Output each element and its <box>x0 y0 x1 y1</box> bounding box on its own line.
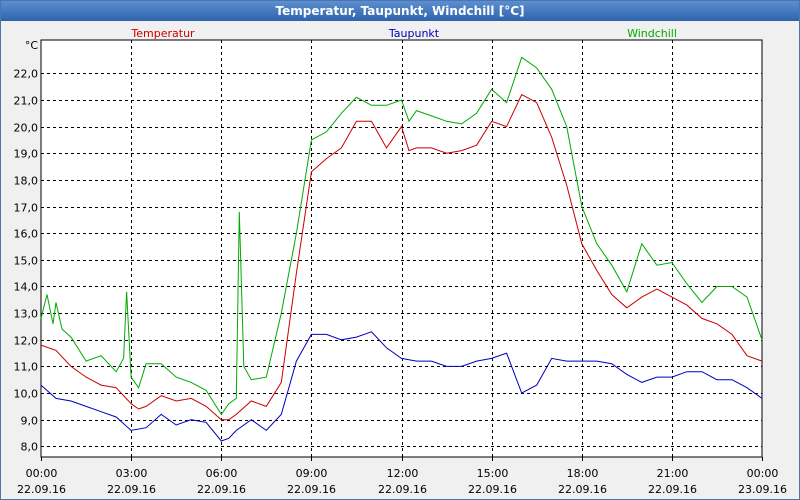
plot-area <box>40 39 763 458</box>
y-tick-label: 15,0 <box>14 255 39 268</box>
x-tick-date: 22.09.16 <box>17 483 66 496</box>
window-title: Temperatur, Taupunkt, Windchill [°C] <box>1 1 799 21</box>
legend-item-temperatur: Temperatur <box>130 27 195 40</box>
y-tick-label: 18,0 <box>14 175 39 188</box>
y-tick-label: 10,0 <box>14 388 39 401</box>
x-axis: 00:00 22.09.16 03:00 22.09.16 06:00 22.09.16 0… <box>17 457 787 496</box>
series-line-taupunkt <box>40 331 763 442</box>
x-tick-time: 21:00 <box>657 467 689 480</box>
legend-item-taupunkt: Taupunkt <box>388 27 440 40</box>
series-lines <box>40 56 763 442</box>
x-tick-date: 22.09.16 <box>197 483 246 496</box>
x-tick-date: 23.09.16 <box>738 483 787 496</box>
x-tick-date: 22.09.16 <box>558 483 607 496</box>
x-tick-time: 06:00 <box>206 467 238 480</box>
y-tick-label: 9,0 <box>21 415 39 428</box>
y-tick-label: 12,0 <box>14 335 39 348</box>
y-tick-label: 19,0 <box>14 148 39 161</box>
legend-item-windchill: Windchill <box>627 27 677 40</box>
x-tick-time: 03:00 <box>116 467 148 480</box>
x-tick-date: 22.09.16 <box>468 483 517 496</box>
x-tick-time: 12:00 <box>387 467 419 480</box>
series-line-temperatur <box>40 93 763 421</box>
x-tick-date: 22.09.16 <box>287 483 336 496</box>
x-tick-time: 00:00 <box>26 467 58 480</box>
x-tick-date: 22.09.16 <box>648 483 697 496</box>
y-axis: 8,0 9,0 10,0 11,0 12,0 13,0 14,0 15,0 16,0 17,0 18… <box>14 39 39 454</box>
y-unit-label: °C <box>25 39 39 52</box>
y-tick-label: 20,0 <box>14 122 39 135</box>
legend: Temperatur Taupunkt Windchill <box>130 27 677 40</box>
y-tick-label: 14,0 <box>14 281 39 294</box>
y-tick-label: 22,0 <box>14 68 39 81</box>
y-tick-label: 13,0 <box>14 308 39 321</box>
series-line-windchill <box>40 56 763 416</box>
y-tick-label: 8,0 <box>21 441 39 454</box>
x-tick-date: 22.09.16 <box>378 483 427 496</box>
y-tick-label: 21,0 <box>14 95 39 108</box>
x-tick-time: 18:00 <box>567 467 599 480</box>
y-tick-label: 17,0 <box>14 202 39 215</box>
x-tick-date: 22.09.16 <box>107 483 156 496</box>
x-tick-time: 00:00 <box>747 467 779 480</box>
x-tick-time: 09:00 <box>296 467 328 480</box>
line-chart: 8,0 9,0 10,0 11,0 12,0 13,0 14,0 15,0 16,0 17,0 18… <box>14 27 787 496</box>
x-tick-time: 15:00 <box>477 467 509 480</box>
y-tick-label: 11,0 <box>14 361 39 374</box>
plot-frame <box>40 39 763 458</box>
y-tick-label: 16,0 <box>14 228 39 241</box>
